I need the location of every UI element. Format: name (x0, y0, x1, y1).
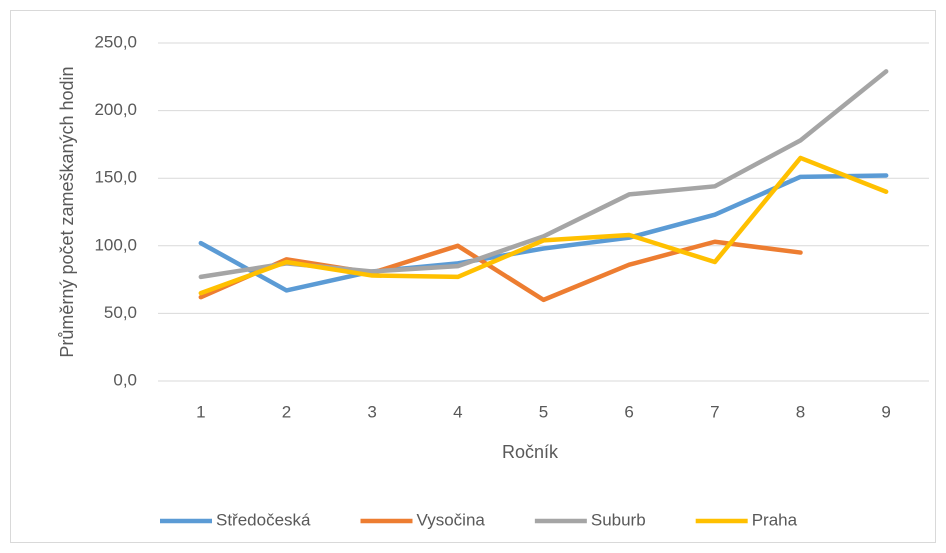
y-axis-title: Průměrný počet zameškaných hodin (57, 66, 77, 357)
y-tick-label: 150,0 (94, 168, 137, 187)
x-tick-label: 7 (710, 402, 719, 421)
series-line (198, 239, 803, 303)
legend-label: Středočeská (216, 510, 311, 529)
y-tick-label: 200,0 (94, 100, 137, 119)
y-tick-label: 0,0 (113, 370, 137, 389)
x-tick-label: 4 (453, 402, 462, 421)
y-tick-label: 50,0 (104, 303, 137, 322)
x-tick-label: 5 (539, 402, 548, 421)
legend-label: Suburb (591, 510, 646, 529)
x-axis-title: Ročník (502, 442, 559, 462)
legend-label: Vysočina (417, 510, 486, 529)
x-tick-label: 1 (196, 402, 205, 421)
x-tick-label: 2 (282, 402, 291, 421)
x-tick-label: 9 (881, 402, 890, 421)
y-tick-label: 250,0 (94, 32, 137, 51)
legend-label: Praha (752, 510, 798, 529)
x-tick-label: 6 (624, 402, 633, 421)
series-line (198, 155, 889, 296)
x-tick-label: 3 (367, 402, 376, 421)
chart-border (10, 10, 936, 543)
y-tick-label: 100,0 (94, 235, 137, 254)
x-tick-label: 8 (796, 402, 805, 421)
